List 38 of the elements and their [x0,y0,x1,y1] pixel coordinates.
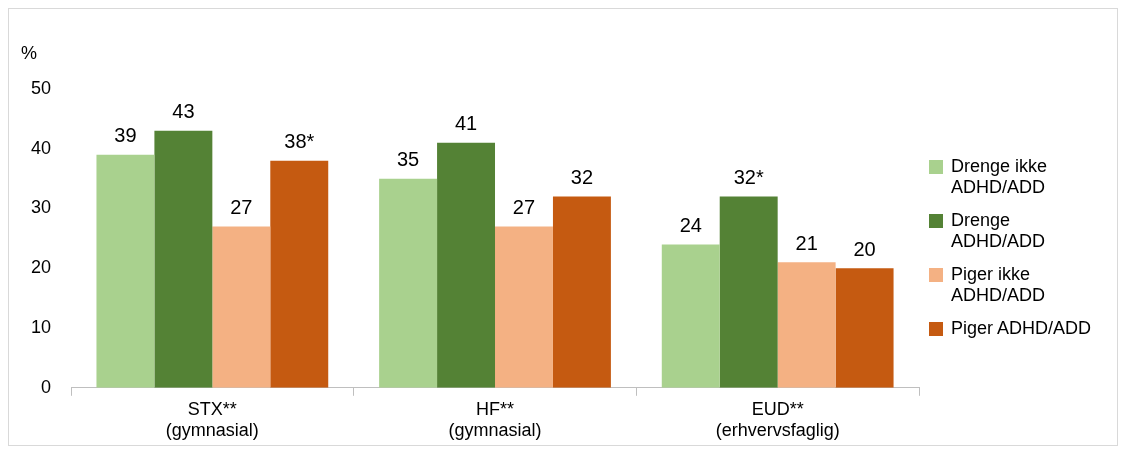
data-label: 20 [853,237,876,260]
bar [154,130,213,388]
data-label: 21 [795,231,818,254]
data-label: 32 [570,166,594,189]
bar [96,154,155,388]
data-label: 35 [396,148,420,171]
bar [777,262,836,388]
bar [212,226,271,388]
bar [379,178,438,388]
data-label: 27 [512,195,536,218]
legend-label: Drenge ADHD/ADD [951,209,1046,252]
bar [552,196,611,388]
bar [437,142,496,388]
bar [495,226,553,388]
bar [835,268,894,388]
bar [719,196,778,388]
legend-label: Drenge ikke ADHD/ADD [951,155,1049,198]
y-axis-title: % [20,42,38,63]
bar [270,160,329,388]
y-tick-label: 40 [30,137,52,158]
x-tick-label: HF** (gymnasial) [448,398,542,441]
legend-label: Piger ikke ADHD/ADD [951,263,1046,306]
legend-label: Piger ADHD/ADD [951,317,1092,339]
data-label: 24 [679,213,702,236]
x-tick-label: STX** (gymnasial) [165,398,259,441]
bar [661,244,720,388]
y-tick-label: 30 [30,197,52,218]
data-label: 39 [114,124,137,147]
y-tick-label: 0 [41,376,52,397]
data-label: 43 [172,100,195,123]
data-label: 32* [733,166,764,189]
y-tick-label: 10 [30,317,52,338]
x-tick-label: EUD** (erhvervsfaglig) [715,398,840,441]
data-label: 38* [284,130,315,153]
data-label: 41 [454,112,478,135]
y-tick-label: 20 [30,257,52,278]
data-label: 27 [230,195,253,218]
y-tick-label: 50 [30,77,52,98]
